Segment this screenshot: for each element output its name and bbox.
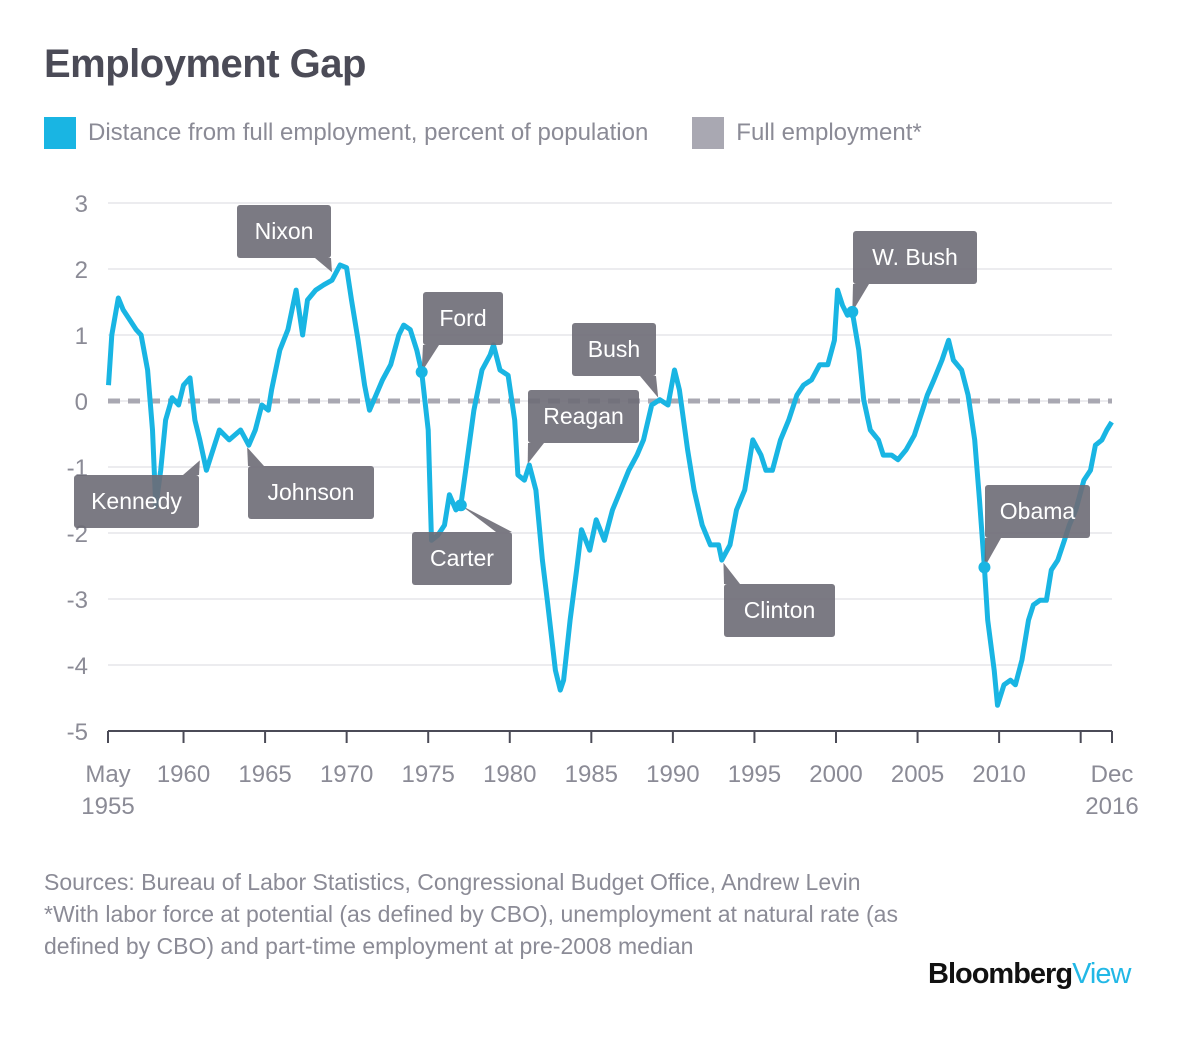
annotation-pointer — [183, 460, 200, 475]
legend-item-distance: Distance from full employment, percent o… — [44, 117, 648, 149]
annotation-clinton: Clinton — [723, 562, 835, 637]
y-tick-label: 0 — [75, 389, 88, 416]
annotation-box — [572, 323, 656, 376]
legend-swatch-distance — [44, 117, 76, 149]
x-tick-label: 1985 — [565, 761, 618, 788]
y-tick-label: -3 — [67, 587, 88, 614]
annotation-box — [528, 390, 639, 443]
annotation-pointer — [852, 284, 869, 312]
annotation-box — [423, 292, 503, 345]
x-tick-label: 2000 — [809, 761, 862, 788]
x-tick-label: 2010 — [972, 761, 1025, 788]
annotation-johnson: Johnson — [247, 447, 374, 519]
sources-text: Sources: Bureau of Labor Statistics, Con… — [44, 869, 861, 895]
annotation-box — [853, 231, 977, 284]
y-tick-label: -4 — [67, 653, 88, 680]
annotation-ford: Ford — [421, 292, 503, 372]
annotation-marker — [978, 561, 991, 574]
annotation-label: Clinton — [744, 597, 816, 623]
annotation-label: Kennedy — [91, 488, 182, 514]
legend-swatch-full-employment — [692, 117, 725, 149]
annotation-obama: Obama — [984, 485, 1090, 568]
annotation-pointer — [723, 562, 740, 584]
x-tick-label: 1975 — [402, 761, 455, 788]
annotation-pointer — [421, 345, 439, 372]
annotation-box — [248, 466, 374, 519]
annotation-carter: Carter — [412, 505, 512, 585]
annotation-label: Reagan — [543, 403, 624, 429]
annotation-w-bush: W. Bush — [852, 231, 977, 312]
chart-title: Employment Gap — [44, 42, 366, 86]
logo-bloomberg: Bloomberg — [928, 958, 1073, 990]
legend-item-full-employment: Full employment* — [692, 117, 922, 149]
x-tick-label: 1955 — [81, 793, 134, 820]
annotation-reagan: Reagan — [527, 390, 639, 464]
x-tick-label: May — [85, 761, 130, 788]
legend: Distance from full employment, percent o… — [44, 117, 966, 149]
annotation-nixon: Nixon — [237, 205, 332, 273]
annotation-marker — [846, 305, 859, 318]
x-tick-label: 2016 — [1085, 793, 1138, 820]
annotation-pointer — [460, 505, 512, 532]
y-tick-label: -5 — [67, 719, 88, 746]
x-tick-label: 2005 — [891, 761, 944, 788]
annotation-pointer — [640, 376, 659, 398]
annotation-box — [237, 205, 331, 258]
annotation-pointer — [527, 443, 544, 464]
footer: Sources: Bureau of Labor Statistics, Con… — [44, 866, 1064, 962]
x-tick-label: 1970 — [320, 761, 373, 788]
annotation-box — [74, 475, 199, 528]
y-tick-label: 3 — [75, 191, 88, 218]
x-tick-label: 1990 — [646, 761, 699, 788]
x-tick-label: 1995 — [728, 761, 781, 788]
annotation-label: Carter — [430, 545, 494, 571]
legend-label-distance: Distance from full employment, percent o… — [88, 119, 649, 146]
annotation-box — [412, 532, 512, 585]
annotation-box — [985, 485, 1090, 538]
y-tick-label: 1 — [75, 323, 88, 350]
footnote-text: *With labor force at potential (as defin… — [44, 901, 898, 959]
annotation-kennedy: Kennedy — [74, 460, 200, 528]
logo-view: View — [1072, 958, 1131, 990]
x-tick-label: 1960 — [157, 761, 210, 788]
annotation-box — [724, 584, 835, 637]
annotation-marker — [415, 365, 428, 378]
annotation-bush: Bush — [572, 323, 659, 398]
annotation-pointer — [247, 447, 264, 466]
annotation-label: Johnson — [268, 479, 355, 505]
annotation-label: Nixon — [255, 218, 314, 244]
x-tick-label: 1965 — [238, 761, 291, 788]
y-tick-label: 2 — [75, 257, 88, 284]
legend-label-full-employment: Full employment* — [736, 119, 922, 146]
annotation-pointer — [984, 538, 1001, 568]
annotation-marker — [454, 499, 467, 512]
x-tick-label: 1980 — [483, 761, 536, 788]
annotation-pointer — [315, 258, 332, 273]
annotation-label: W. Bush — [872, 244, 958, 270]
annotation-label: Ford — [439, 305, 486, 331]
x-tick-label: Dec — [1091, 761, 1134, 788]
bloomberg-view-logo: BloombergView — [928, 958, 1131, 991]
annotation-label: Bush — [588, 336, 640, 362]
employment-gap-line — [106, 262, 1114, 708]
annotation-label: Obama — [1000, 498, 1076, 524]
